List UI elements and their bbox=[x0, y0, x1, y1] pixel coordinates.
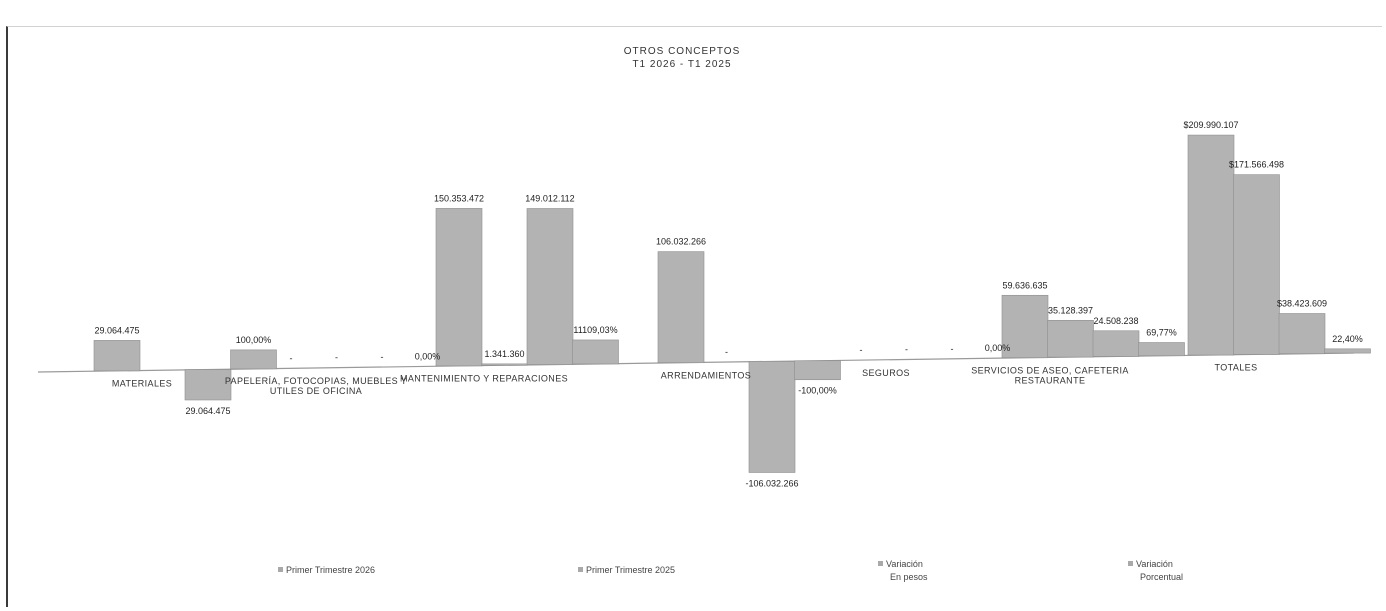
bar-1-6 bbox=[1001, 294, 1049, 359]
category-label-2-1: PAPELERÍA, FOTOCOPIAS, MUEBLES Y bbox=[225, 376, 407, 386]
legend-marker-2 bbox=[578, 567, 583, 572]
legend-label-3: Variación En pesos bbox=[886, 559, 928, 582]
data-label-3-6: 24.508.238 bbox=[1093, 316, 1138, 326]
bar-group bbox=[93, 134, 1371, 473]
bar-4-1 bbox=[230, 349, 277, 370]
chart-title: OTROS CONCEPTOS bbox=[624, 46, 741, 57]
bar-1-1 bbox=[93, 340, 141, 372]
bar-1-3 bbox=[435, 208, 483, 367]
data-label-2-3: 1.341.360 bbox=[484, 349, 524, 359]
category-label-5-1: SEGUROS bbox=[862, 368, 910, 378]
bar-3-6 bbox=[1092, 330, 1140, 357]
category-label-6-2: RESTAURANTE bbox=[1015, 375, 1086, 385]
chart-subtitle: T1 2026 - T1 2025 bbox=[632, 59, 731, 70]
legend-label-1: Primer Trimestre 2026 bbox=[286, 565, 375, 575]
bar-1-7 bbox=[1187, 134, 1235, 356]
bar-3-7 bbox=[1278, 313, 1326, 355]
category-label-6-1: SERVICIOS DE ASEO, CAFETERIA bbox=[971, 365, 1129, 375]
category-label-3-1: MANTENIMIENTO Y REPARACIONES bbox=[400, 374, 568, 384]
data-label-3-3: 149.012.112 bbox=[525, 193, 574, 203]
data-label-2-7: $171.566.498 bbox=[1229, 160, 1284, 170]
data-label-1-1: 29.064.475 bbox=[94, 325, 139, 335]
bar-4-7 bbox=[1324, 348, 1371, 354]
data-label-2-6: 35.128.397 bbox=[1048, 305, 1093, 315]
bar-4-4 bbox=[794, 360, 841, 381]
data-label-2-4: - bbox=[725, 347, 728, 357]
data-label-3-2: - bbox=[381, 352, 384, 362]
legend: Primer Trimestre 2026 Primer Trimestre 20… bbox=[278, 559, 1183, 582]
legend-label-2: Primer Trimestre 2025 bbox=[586, 565, 675, 575]
legend-marker-4 bbox=[1128, 561, 1133, 566]
data-label-3-7: $38.423.609 bbox=[1277, 298, 1327, 308]
bar-3-4 bbox=[748, 361, 796, 473]
data-label-3-4: -106.032.266 bbox=[745, 478, 798, 488]
data-label-1-7: $209.990.107 bbox=[1183, 120, 1238, 130]
data-label-2-5: - bbox=[905, 344, 908, 354]
data-label-4-7: 22,40% bbox=[1332, 334, 1363, 344]
data-label-2-2: - bbox=[335, 353, 338, 363]
bar-4-3 bbox=[572, 339, 619, 365]
category-label-4-1: ARRENDAMIENTOS bbox=[661, 370, 751, 380]
category-label-1-1: MATERIALES bbox=[112, 378, 172, 388]
category-label-group: MATERIALES PAPELERÍA, FOTOCOPIAS, MUEBLES… bbox=[112, 363, 1258, 396]
data-label-4-1: 100,00% bbox=[236, 335, 272, 345]
bar-3-1 bbox=[184, 369, 232, 401]
data-label-1-2: - bbox=[290, 353, 293, 363]
data-label-4-5: 0,00% bbox=[985, 343, 1011, 353]
bar-4-6 bbox=[1138, 342, 1185, 357]
bar-1-4 bbox=[657, 251, 705, 364]
data-label-1-5: - bbox=[860, 345, 863, 355]
data-label-1-4: 106.032.266 bbox=[656, 237, 706, 247]
chart-svg: OTROS CONCEPTOS T1 2026 - T1 2025 29.064… bbox=[37, 46, 1371, 582]
data-label-4-3: 11109,03% bbox=[573, 325, 617, 335]
data-label-4-6: 69,77% bbox=[1146, 328, 1177, 338]
legend-label-4: Variación Porcentual bbox=[1136, 559, 1183, 582]
data-label-group: 29.064.475 29.064.475 100,00% - - - 0,00% 150.3… bbox=[94, 120, 1362, 488]
category-label-7-1: TOTALES bbox=[1215, 363, 1258, 373]
bar-2-7 bbox=[1233, 174, 1280, 355]
data-label-3-5: - bbox=[951, 344, 954, 354]
chart-frame: OTROS CONCEPTOS T1 2026 - T1 2025 29.064… bbox=[6, 26, 1382, 607]
data-label-4-2: 0,00% bbox=[415, 351, 441, 361]
data-label-1-3: 150.353.472 bbox=[434, 193, 484, 203]
bar-2-6 bbox=[1047, 319, 1094, 358]
data-label-4-4: -100,00% bbox=[798, 386, 837, 396]
bar-3-3 bbox=[526, 208, 574, 365]
data-label-3-1: 29.064.475 bbox=[185, 406, 230, 416]
data-label-1-6: 59.636.635 bbox=[1002, 280, 1047, 290]
bar-2-3 bbox=[481, 363, 528, 366]
legend-marker-3 bbox=[878, 561, 883, 566]
category-label-2-2: UTILES DE OFICINA bbox=[270, 386, 362, 396]
legend-marker-1 bbox=[278, 567, 283, 572]
